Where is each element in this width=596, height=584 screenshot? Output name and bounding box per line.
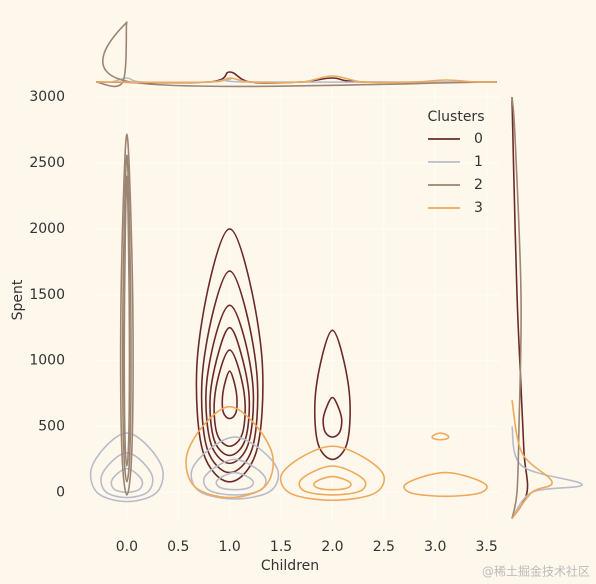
kde-contour [110,467,144,494]
kde-contour [213,349,246,448]
kde-contour [403,471,488,498]
kde-contour [209,326,251,457]
kde-contour [200,270,259,474]
kde-contour [322,396,343,438]
x-tick-label: 3.5 [476,539,498,555]
x-axis-label: Children [261,558,319,574]
right-marginal-density [511,97,522,519]
top-marginal-density [95,21,497,88]
x-tick-label: 1.5 [270,539,292,555]
kde-contour [298,465,367,496]
legend-label: 3 [474,200,483,216]
x-tick-label: 2.5 [373,539,395,555]
kde-contour [215,471,255,491]
x-tick-label: 0.5 [167,539,189,555]
legend-label: 1 [474,154,483,170]
legend-label: 2 [474,177,483,193]
kde-contour [121,154,132,483]
watermark: @稀土掘金技术社区 [482,564,590,579]
y-tick-label: 500 [38,418,65,434]
kde-contour [185,405,275,499]
kde-contour [205,304,255,465]
y-axis-label: Spent [10,279,26,320]
kde-contour [100,452,154,499]
y-tick-label: 1500 [29,287,65,303]
x-tick-label: 1.0 [219,539,241,555]
y-tick-label: 0 [56,484,65,500]
kde-contour [313,329,351,461]
legend-label: 0 [474,131,483,147]
right-marginal-density [511,399,553,520]
kde-contour [202,458,267,496]
kde-contour [89,432,164,503]
top-marginal-density [96,75,497,84]
x-tick-label: 2.0 [321,539,343,555]
kde-contour [279,445,386,502]
right-marginal-density [511,426,583,520]
y-tick-label: 3000 [29,89,65,105]
y-tick-label: 2000 [29,221,65,237]
kde-contour [123,175,131,467]
kde-contour [119,133,134,496]
kde-contour [313,475,352,491]
kde-contour [221,370,238,420]
x-tick-label: 0.0 [116,539,138,555]
y-tick-label: 2500 [29,155,65,171]
y-tick-label: 1000 [29,353,65,369]
kde-contour [190,436,280,500]
right-marginal-density [511,97,529,520]
legend-title: Clusters [428,109,485,125]
x-tick-label: 3.0 [424,539,446,555]
kde-contour [195,228,264,483]
kde-contour [431,432,450,441]
